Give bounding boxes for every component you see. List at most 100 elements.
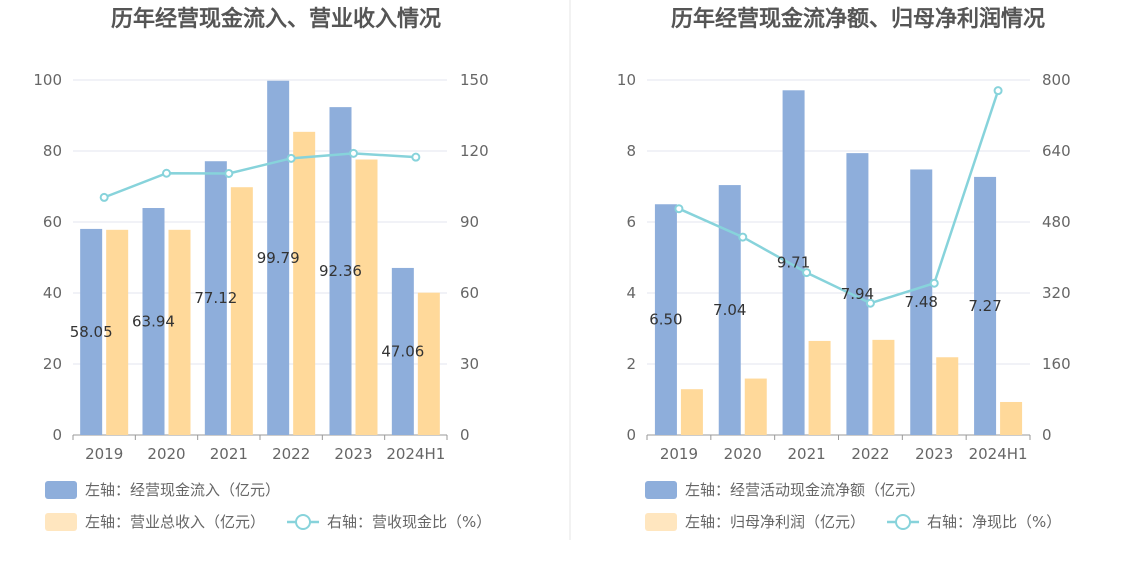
y-left-tick-label: 8 <box>626 142 636 160</box>
bar-primary <box>718 185 741 435</box>
legend-label-line: 右轴：营收现金比（%） <box>327 513 491 531</box>
line-point <box>286 153 296 163</box>
y-right-tick-label: 480 <box>1042 213 1071 231</box>
data-label: 7.04 <box>713 301 746 319</box>
x-tick-label: 2021 <box>787 445 825 463</box>
line-point <box>349 148 358 158</box>
legend-swatch-line-marker <box>295 514 312 530</box>
y-left-tick-label: 0 <box>626 426 636 444</box>
line-point <box>674 204 684 214</box>
y-right-tick-label: 800 <box>1042 71 1071 89</box>
chart-title: 历年经营现金流入、营业收入情况 <box>111 6 441 32</box>
data-label: 77.12 <box>194 289 237 307</box>
bar-secondary <box>680 389 703 435</box>
chart-panel-netcash-profit: 历年经营现金流净额、归母净利润情况 0 2 4 6 8 10 0 160 320 480 640 800… <box>617 6 1071 531</box>
y-right-tick-label: 150 <box>460 71 489 89</box>
legend-label-primary: 左轴：经营现金流入（亿元） <box>85 481 280 499</box>
bar-secondary <box>1000 401 1023 435</box>
bar-primary <box>974 176 997 436</box>
y-right-tick-label: 0 <box>460 426 470 444</box>
bar-primary <box>782 90 805 436</box>
bar-secondary <box>293 131 316 435</box>
x-tick-label: 2019 <box>85 445 123 463</box>
x-tick-label: 2019 <box>660 445 698 463</box>
data-label: 47.06 <box>381 342 424 360</box>
x-tick-label: 2024H1 <box>969 445 1028 463</box>
line-point <box>99 192 109 202</box>
bar-secondary <box>355 159 378 435</box>
bar-secondary <box>106 229 129 435</box>
y-left-tick-label: 6 <box>626 213 636 231</box>
data-label: 58.05 <box>70 323 113 341</box>
legend: 左轴：经营活动现金流净额（亿元） 左轴：归母净利润（亿元） 右轴：净现比（%） <box>645 481 1061 531</box>
y-left-tick-label: 4 <box>626 284 636 302</box>
legend-label-line: 右轴：净现比（%） <box>927 513 1061 531</box>
line-series <box>678 90 1000 305</box>
bar-secondary <box>808 340 831 435</box>
line-series <box>103 152 416 199</box>
y-left-tick-label: 60 <box>43 213 62 231</box>
bar-primary <box>142 208 165 435</box>
bar-secondary <box>417 292 440 435</box>
bar-primary <box>329 107 352 435</box>
bar-secondary <box>872 339 895 435</box>
bar-secondary <box>744 378 767 435</box>
x-tick-label: 2023 <box>334 445 372 463</box>
bar-primary <box>80 228 103 435</box>
x-tick-label: 2022 <box>272 445 310 463</box>
x-tick-label: 2022 <box>851 445 889 463</box>
chart-title: 历年经营现金流净额、归母净利润情况 <box>671 6 1045 32</box>
x-tick-label: 2021 <box>210 445 248 463</box>
y-right-tick-label: 90 <box>460 213 479 231</box>
y-left-tick-label: 80 <box>43 142 62 160</box>
y-right-tick-label: 320 <box>1042 284 1071 302</box>
y-right-tick-label: 160 <box>1042 355 1071 373</box>
legend-label-secondary: 左轴：营业总收入（亿元） <box>85 513 265 531</box>
data-label: 63.94 <box>132 313 175 331</box>
bar-secondary <box>168 229 191 435</box>
data-label: 6.50 <box>649 311 682 329</box>
line-point <box>865 298 875 308</box>
legend: 左轴：经营现金流入（亿元） 左轴：营业总收入（亿元） 右轴：营收现金比（%） <box>45 481 491 531</box>
line-point <box>929 278 939 288</box>
x-tick-label: 2020 <box>724 445 762 463</box>
bar-secondary <box>936 357 959 435</box>
bar-primary <box>391 267 414 435</box>
bar-primary <box>267 80 290 436</box>
data-label: 99.79 <box>257 249 300 267</box>
y-right-tick-label: 30 <box>460 355 479 373</box>
legend-swatch-secondary <box>645 513 677 531</box>
legend-swatch-primary <box>45 481 77 499</box>
y-left-tick-label: 100 <box>33 71 62 89</box>
y-left-tick-label: 0 <box>52 426 62 444</box>
legend-label-primary: 左轴：经营活动现金流净额（亿元） <box>685 481 925 499</box>
line-point <box>224 168 234 178</box>
legend-swatch-line-marker <box>895 514 912 530</box>
line-point <box>411 152 421 162</box>
x-tick-label: 2024H1 <box>386 445 445 463</box>
legend-swatch-primary <box>645 481 677 499</box>
data-label: 7.94 <box>841 285 874 303</box>
legend-swatch-secondary <box>45 513 77 531</box>
x-tick-label: 2023 <box>915 445 953 463</box>
y-right-tick-label: 60 <box>460 284 479 302</box>
y-right-tick-label: 0 <box>1042 426 1052 444</box>
bar-primary <box>846 153 869 435</box>
x-tick-label: 2020 <box>147 445 185 463</box>
bar-secondary <box>230 187 253 435</box>
y-left-tick-label: 10 <box>617 71 636 89</box>
bar-primary <box>204 161 227 435</box>
line-point <box>162 168 171 178</box>
chart-panel-cashflow-revenue: 历年经营现金流入、营业收入情况 0 20 40 60 80 100 0 30 60 90 120 150… <box>33 6 491 531</box>
line-point <box>993 86 1003 96</box>
data-label: 9.71 <box>777 254 810 272</box>
bar-primary <box>910 169 933 435</box>
data-label: 7.48 <box>905 293 938 311</box>
line-point <box>802 268 812 278</box>
y-left-tick-label: 2 <box>626 355 636 373</box>
bar-primary <box>654 204 677 435</box>
y-right-tick-label: 120 <box>460 142 489 160</box>
y-right-tick-label: 640 <box>1042 142 1071 160</box>
